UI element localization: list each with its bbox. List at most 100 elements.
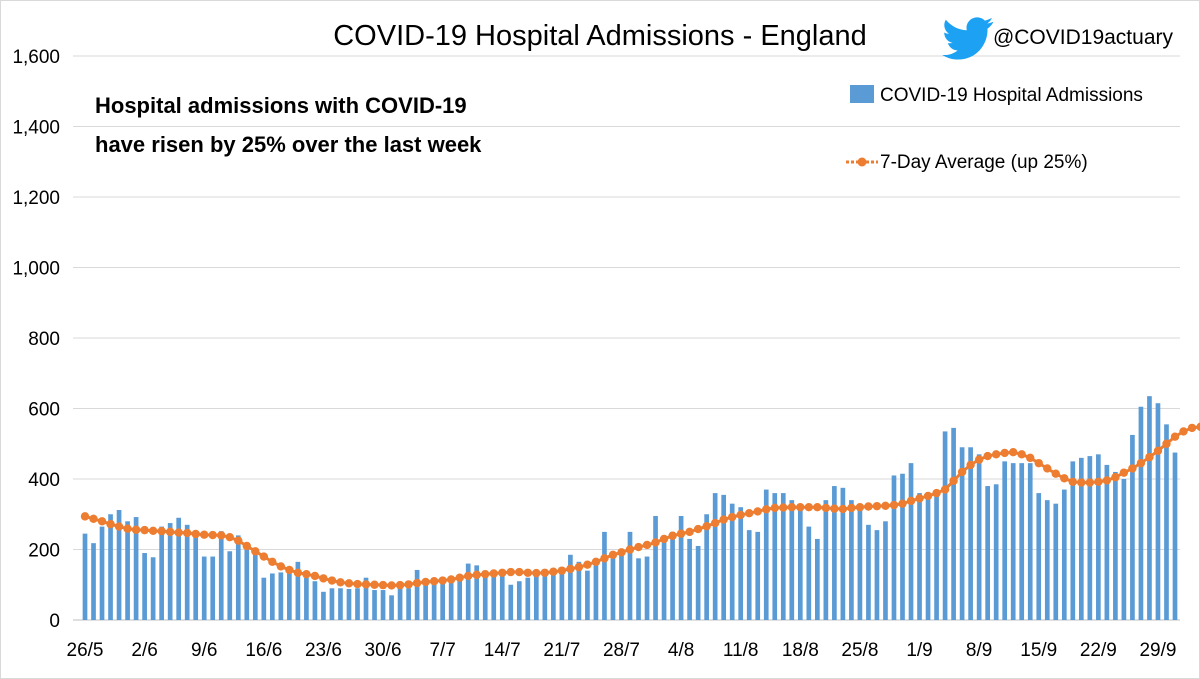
x-tick-label: 21/7	[543, 640, 580, 661]
admissions-bar	[619, 549, 624, 620]
admissions-bar	[201, 556, 207, 620]
average-point	[1102, 476, 1112, 485]
average-point	[395, 580, 405, 590]
admissions-bar	[270, 573, 275, 620]
average-point	[1187, 423, 1197, 433]
admissions-bar	[636, 558, 641, 620]
average-point	[1085, 478, 1095, 487]
admissions-bar	[448, 581, 454, 620]
admissions-bar	[414, 569, 420, 620]
admissions-bar	[883, 521, 888, 620]
average-point	[1196, 422, 1200, 431]
admissions-bar	[670, 531, 675, 620]
average-point	[165, 527, 175, 537]
average-point	[208, 530, 217, 540]
admissions-bar	[602, 531, 607, 620]
admissions-bar	[1172, 452, 1178, 620]
average-point	[634, 542, 643, 552]
admissions-bar	[1113, 471, 1118, 620]
average-point	[1043, 464, 1052, 473]
average-point	[114, 522, 124, 531]
admissions-bar	[210, 556, 216, 620]
average-point	[1179, 427, 1188, 436]
average-point	[174, 528, 183, 537]
average-point	[378, 580, 388, 590]
average-point	[1094, 477, 1103, 487]
average-point	[387, 581, 396, 590]
average-point	[1009, 448, 1018, 457]
average-point	[251, 547, 260, 556]
average-point	[89, 514, 98, 524]
average-point	[864, 502, 873, 511]
admissions-bar	[1078, 457, 1084, 620]
admissions-bar	[1104, 464, 1110, 620]
average-point	[983, 451, 992, 461]
average-point	[957, 467, 967, 477]
average-point	[932, 488, 941, 498]
average-point	[1119, 468, 1129, 477]
admissions-bar	[704, 514, 709, 620]
y-tick-label: 200	[28, 541, 60, 562]
x-tick-label: 22/9	[1080, 640, 1117, 661]
average-point	[949, 476, 958, 485]
twitter-bird-icon	[942, 17, 994, 60]
average-point	[847, 503, 856, 513]
average-point	[685, 527, 694, 537]
admissions-bar	[968, 447, 973, 620]
average-point	[625, 545, 635, 554]
average-point	[915, 494, 924, 503]
average-point	[140, 525, 149, 535]
admissions-bar	[1053, 503, 1059, 620]
average-point	[719, 515, 728, 524]
average-point	[285, 565, 294, 575]
average-point	[762, 505, 771, 514]
admissions-bar	[687, 538, 692, 620]
admissions-bar	[712, 493, 718, 620]
admissions-bar	[874, 530, 880, 620]
average-point	[123, 524, 132, 533]
admissions-bar	[278, 572, 284, 620]
average-point	[693, 524, 703, 534]
average-point	[872, 501, 882, 511]
average-point	[710, 518, 720, 528]
average-point	[148, 526, 158, 536]
x-axis-ticks: 26/5 2/6 9/6 16/6 23/6 30/6 7/7 14/7 21/7 28/7 4/8…	[67, 640, 1177, 661]
average-point	[898, 499, 907, 508]
x-tick-label: 23/6	[305, 640, 342, 661]
admissions-bar	[542, 572, 548, 620]
admissions-bar	[568, 554, 573, 620]
y-tick-label: 800	[28, 329, 60, 350]
average-point	[1162, 439, 1171, 448]
admissions-bar	[184, 524, 190, 620]
admissions-bar	[116, 510, 122, 620]
x-tick-label: 11/8	[723, 640, 759, 661]
average-point	[574, 562, 584, 572]
admissions-bar	[653, 516, 658, 620]
average-point	[906, 496, 916, 506]
admissions-bar	[908, 463, 914, 620]
average-point	[472, 570, 481, 580]
average-point	[736, 510, 745, 520]
average-point	[225, 532, 234, 542]
admissions-bar	[832, 486, 837, 620]
average-point	[1145, 452, 1154, 462]
admissions-bar	[252, 553, 258, 620]
admissions-bar	[721, 494, 727, 620]
x-tick-label: 8/9	[966, 640, 992, 661]
average-point	[583, 560, 592, 569]
x-tick-label: 30/6	[365, 640, 402, 661]
average-point	[549, 567, 558, 576]
y-tick-label: 0	[49, 611, 60, 632]
admissions-bar	[849, 500, 854, 620]
average-point	[353, 579, 362, 589]
average-point	[259, 552, 269, 561]
x-tick-label: 16/6	[245, 640, 282, 661]
average-point	[182, 528, 192, 538]
admissions-bar	[951, 427, 956, 620]
admissions-bar	[150, 557, 156, 620]
average-point	[642, 540, 652, 550]
admissions-bar	[423, 584, 428, 620]
average-point	[830, 504, 839, 513]
legend-swatch-bars	[850, 85, 874, 103]
x-tick-label: 25/8	[841, 640, 878, 661]
